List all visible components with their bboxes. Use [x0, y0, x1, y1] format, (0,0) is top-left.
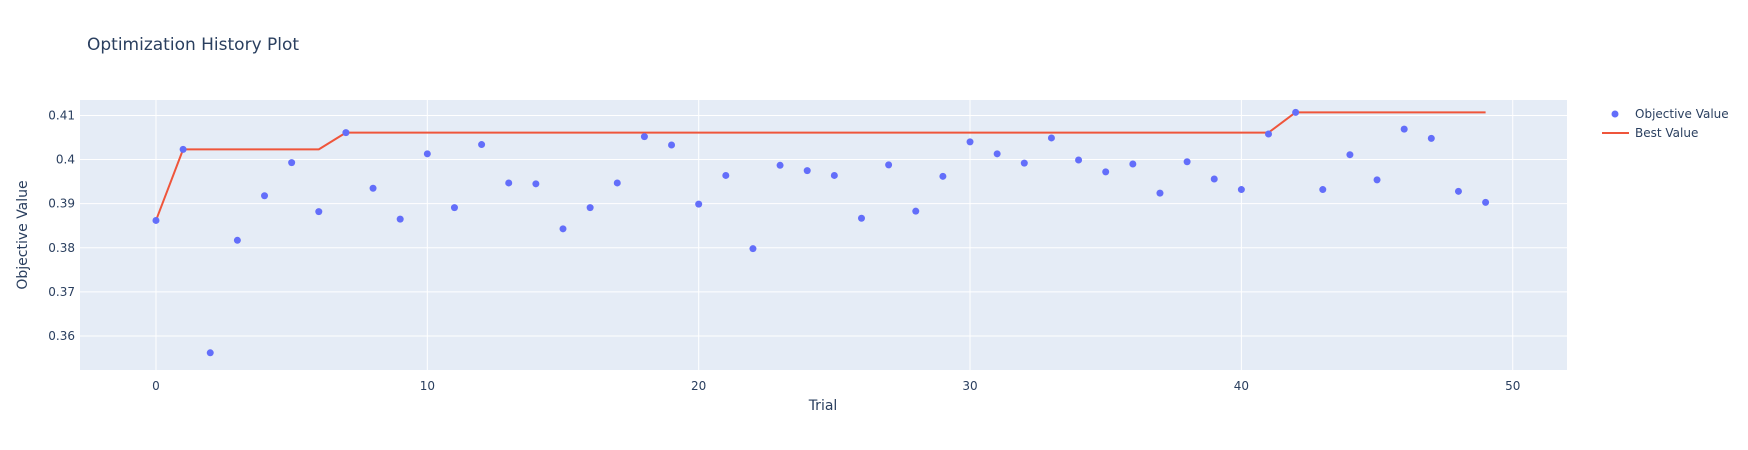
objective-value-point[interactable]	[1454, 187, 1462, 195]
objective-value-point[interactable]	[613, 179, 621, 187]
objective-value-point[interactable]	[1210, 175, 1218, 183]
objective-value-point[interactable]	[478, 141, 486, 149]
objective-value-point[interactable]	[640, 133, 648, 141]
objective-value-point[interactable]	[1156, 189, 1164, 197]
grid-lines	[80, 100, 1567, 370]
objective-value-point[interactable]	[423, 150, 431, 158]
y-tick-label: 0.36	[48, 329, 75, 343]
x-tick-label: 30	[962, 379, 977, 393]
y-axis-title: Objective Value	[15, 180, 31, 289]
objective-value-point[interactable]	[695, 200, 703, 208]
objective-value-point[interactable]	[396, 215, 404, 223]
objective-value-point[interactable]	[1265, 130, 1273, 138]
objective-value-point[interactable]	[1102, 168, 1110, 176]
objective-value-point[interactable]	[912, 207, 920, 215]
objective-value-point[interactable]	[342, 129, 350, 137]
y-tick-label: 0.4	[56, 153, 75, 167]
y-tick-label: 0.41	[48, 108, 75, 122]
objective-value-point[interactable]	[315, 208, 323, 216]
x-tick-label: 20	[691, 379, 706, 393]
y-tick-label: 0.39	[48, 197, 75, 211]
best-value-line	[155, 111, 1486, 221]
y-tick-label: 0.37	[48, 285, 75, 299]
objective-value-point[interactable]	[1237, 186, 1245, 194]
objective-value-point[interactable]	[1292, 108, 1300, 116]
objective-value-point[interactable]	[722, 171, 730, 179]
objective-value-point[interactable]	[1427, 134, 1435, 142]
objective-value-point[interactable]	[803, 167, 811, 175]
legend-marker-objective-value	[1611, 110, 1619, 118]
x-tick-label: 50	[1505, 379, 1520, 393]
legend-label-objective-value: Objective Value	[1635, 107, 1729, 121]
legend: Objective Value Best Value	[1602, 107, 1729, 140]
objective-value-point[interactable]	[993, 150, 1001, 158]
objective-value-point[interactable]	[939, 172, 947, 180]
best-value-series	[155, 111, 1486, 221]
objective-value-point[interactable]	[1020, 159, 1028, 167]
objective-value-point[interactable]	[1373, 176, 1381, 184]
objective-value-point[interactable]	[450, 204, 458, 212]
objective-value-point[interactable]	[1319, 186, 1327, 194]
x-tick-label: 10	[420, 379, 435, 393]
objective-value-point[interactable]	[559, 225, 567, 233]
objective-value-point[interactable]	[1183, 158, 1191, 166]
x-axis-title: Trial	[808, 398, 838, 414]
objective-value-point[interactable]	[1346, 151, 1354, 159]
objective-value-point[interactable]	[179, 145, 187, 153]
objective-value-point[interactable]	[233, 236, 241, 244]
objective-value-series[interactable]	[152, 108, 1490, 357]
x-tick-label: 0	[152, 379, 160, 393]
objective-value-point[interactable]	[1129, 160, 1137, 168]
objective-value-point[interactable]	[830, 171, 838, 179]
objective-value-point[interactable]	[885, 161, 893, 169]
objective-value-point[interactable]	[749, 245, 757, 253]
axis-ticks: 0 10 20 30 40 50 0.36 0.37 0.38 0.39 0.4 0.41	[48, 108, 1520, 393]
objective-value-point[interactable]	[1047, 134, 1055, 142]
plot-area	[80, 100, 1567, 370]
objective-value-point[interactable]	[1482, 198, 1490, 206]
objective-value-point[interactable]	[505, 179, 513, 187]
x-tick-label: 40	[1234, 379, 1249, 393]
legend-label-best-value: Best Value	[1635, 126, 1698, 140]
legend-item-objective-value[interactable]: Objective Value	[1611, 107, 1729, 121]
objective-value-point[interactable]	[206, 349, 214, 357]
objective-value-point[interactable]	[261, 192, 269, 200]
objective-value-point[interactable]	[369, 184, 377, 192]
objective-value-point[interactable]	[586, 204, 594, 212]
objective-value-point[interactable]	[1400, 125, 1408, 133]
objective-value-point[interactable]	[668, 141, 676, 149]
objective-value-point[interactable]	[966, 138, 974, 146]
objective-value-point[interactable]	[857, 214, 865, 222]
objective-value-point[interactable]	[152, 216, 160, 224]
y-tick-label: 0.38	[48, 241, 75, 255]
objective-value-point[interactable]	[1075, 156, 1083, 164]
legend-item-best-value[interactable]: Best Value	[1602, 126, 1698, 140]
objective-value-point[interactable]	[288, 159, 296, 167]
objective-value-point[interactable]	[776, 161, 784, 169]
objective-value-point[interactable]	[532, 180, 540, 188]
chart-title: Optimization History Plot	[87, 35, 299, 55]
